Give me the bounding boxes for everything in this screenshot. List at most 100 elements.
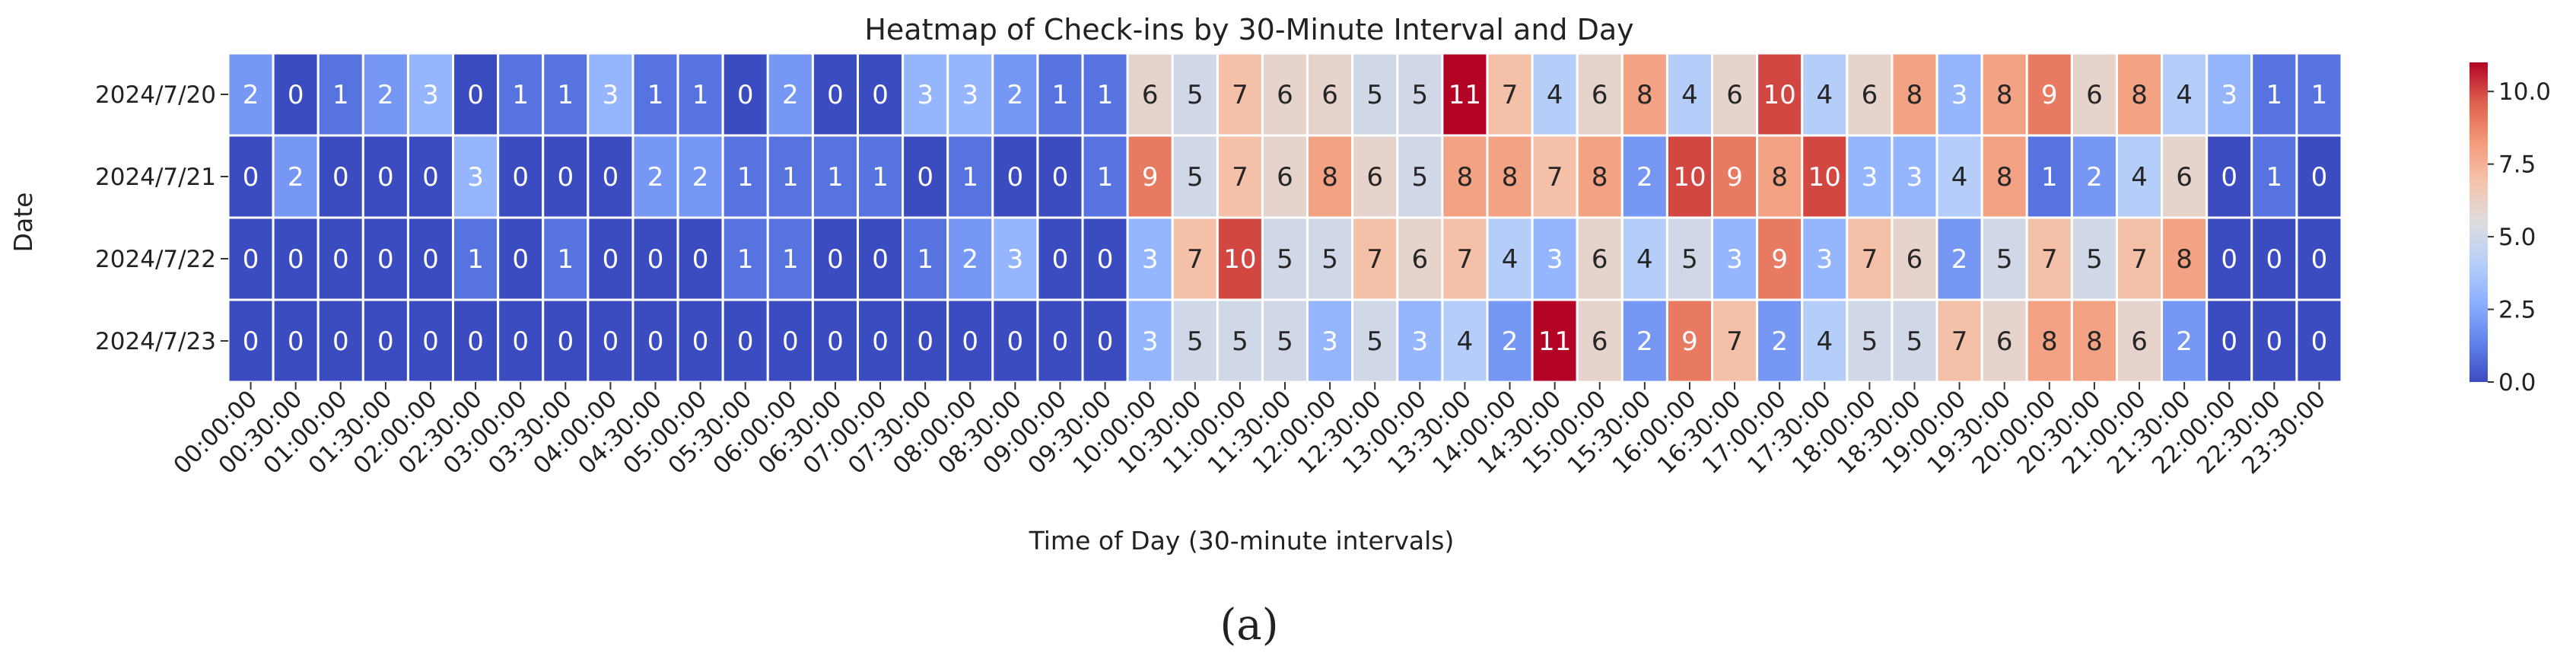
heatmap-cell xyxy=(1306,298,1354,384)
heatmap-cell xyxy=(452,134,500,219)
cell-value-label: 1 xyxy=(467,244,484,275)
heatmap-cell xyxy=(1801,52,1849,137)
cell-value-label: 0 xyxy=(917,326,933,357)
heatmap-cell xyxy=(902,52,949,137)
cell-value-label: 1 xyxy=(782,244,799,275)
cell-value-label: 0 xyxy=(557,326,574,357)
heatmap-cell xyxy=(1756,134,1804,219)
cell-value-label: 6 xyxy=(1862,80,1878,110)
cell-value-label: 6 xyxy=(1142,80,1159,110)
heatmap-cell xyxy=(1306,134,1354,219)
heatmap-cell xyxy=(1126,298,1174,384)
cell-value-label: 2 xyxy=(692,162,709,193)
cell-value-label: 0 xyxy=(872,80,889,110)
cell-value-label: 1 xyxy=(782,162,799,193)
colorbar-tick-label: 7.5 xyxy=(2498,151,2536,179)
cell-value-label: 6 xyxy=(1592,326,1608,357)
cell-value-label: 2 xyxy=(782,80,799,110)
cell-value-label: 9 xyxy=(1771,244,1788,275)
heatmap-cell xyxy=(2070,134,2118,219)
cell-value-label: 7 xyxy=(2131,244,2148,275)
heatmap-cell xyxy=(272,298,320,384)
heatmap-cell xyxy=(542,216,590,301)
cell-value-label: 1 xyxy=(917,244,933,275)
cell-value-label: 0 xyxy=(512,162,529,193)
cell-value-label: 6 xyxy=(1592,244,1608,275)
cell-value-label: 1 xyxy=(1097,80,1114,110)
cell-value-label: 0 xyxy=(827,80,844,110)
cell-value-label: 3 xyxy=(1726,244,1743,275)
cell-value-label: 0 xyxy=(288,80,304,110)
cell-value-label: 1 xyxy=(737,162,754,193)
cell-value-label: 1 xyxy=(557,80,574,110)
cell-value-label: 2 xyxy=(2176,326,2193,357)
cell-value-label: 8 xyxy=(1996,80,2013,110)
cell-value-label: 0 xyxy=(737,80,754,110)
cell-value-label: 8 xyxy=(1636,80,1653,110)
cell-value-label: 4 xyxy=(2131,162,2148,193)
heatmap-cell xyxy=(902,216,949,301)
heatmap-cell xyxy=(2250,52,2298,137)
cell-value-label: 0 xyxy=(827,326,844,357)
heatmap-cell xyxy=(1036,52,1084,137)
cell-value-label: 0 xyxy=(2311,162,2328,193)
cell-value-label: 6 xyxy=(2131,326,2148,357)
heatmap-cell xyxy=(587,298,634,384)
heatmap-cell xyxy=(1081,134,1129,219)
heatmap-cell xyxy=(497,298,545,384)
heatmap-cell xyxy=(1171,52,1219,137)
cell-value-label: 5 xyxy=(1681,244,1698,275)
cell-value-label: 2 xyxy=(1007,80,1024,110)
cell-value-label: 0 xyxy=(1052,162,1069,193)
heatmap-cell xyxy=(361,298,409,384)
cell-value-label: 5 xyxy=(1996,244,2013,275)
heatmap-cells: 2 0 1 2 3 0 1 1 3 1 1 0 2 0 0 3 3 2 1 1 6 5 7 6 6 5 5 11 7 4 6 8 4 6 10 4 6 8… xyxy=(227,52,2343,384)
cell-value-label: 0 xyxy=(827,244,844,275)
cell-value-label: 6 xyxy=(1907,244,1923,275)
cell-value-label: 1 xyxy=(692,80,709,110)
heatmap-cell xyxy=(946,134,994,219)
heatmap-cell xyxy=(2206,216,2253,301)
cell-value-label: 10 xyxy=(1223,244,1256,275)
cell-value-label: 3 xyxy=(1321,326,1338,357)
cell-value-label: 0 xyxy=(467,80,484,110)
heatmap-cell xyxy=(587,134,634,219)
cell-value-label: 0 xyxy=(962,326,978,357)
cell-value-label: 7 xyxy=(1366,244,1383,275)
cell-value-label: 3 xyxy=(467,162,484,193)
heatmap-cell xyxy=(2025,298,2073,384)
y-tick-label: 2024/7/23 xyxy=(95,328,216,355)
cell-value-label: 2 xyxy=(647,162,664,193)
cell-value-label: 0 xyxy=(377,162,394,193)
cell-value-label: 0 xyxy=(1007,162,1024,193)
cell-value-label: 2 xyxy=(1636,326,1653,357)
cell-value-label: 0 xyxy=(288,244,304,275)
cell-value-label: 4 xyxy=(1457,326,1474,357)
cell-value-label: 3 xyxy=(603,80,619,110)
colorbar-gradient xyxy=(2469,62,2488,382)
heatmap-cell xyxy=(1665,216,1714,301)
heatmap-cell xyxy=(811,134,859,219)
cell-value-label: 5 xyxy=(1277,244,1293,275)
heatmap-cell xyxy=(452,52,500,137)
cell-value-label: 0 xyxy=(332,244,349,275)
heatmap-cell xyxy=(316,134,364,219)
heatmap-cell xyxy=(1081,298,1129,384)
cell-value-label: 3 xyxy=(1411,326,1428,357)
cell-value-label: 0 xyxy=(2221,162,2237,193)
cell-value-label: 6 xyxy=(1277,80,1293,110)
cell-value-label: 8 xyxy=(1907,80,1923,110)
cell-value-label: 0 xyxy=(332,326,349,357)
cell-value-label: 3 xyxy=(1862,162,1878,193)
cell-value-label: 8 xyxy=(2086,326,2103,357)
heatmap-cell xyxy=(1891,134,1938,219)
colorbar-ticks: 0.0 2.5 5.0 7.5 10.0 xyxy=(2488,78,2551,396)
cell-value-label: 5 xyxy=(1862,326,1878,357)
heatmap-cell xyxy=(1891,298,1938,384)
cell-value-label: 1 xyxy=(737,244,754,275)
cell-value-label: 5 xyxy=(1411,80,1428,110)
cell-value-label: 2 xyxy=(377,80,394,110)
heatmap-cell xyxy=(2070,52,2118,137)
cell-value-label: 0 xyxy=(737,326,754,357)
heatmap-cell xyxy=(272,216,320,301)
